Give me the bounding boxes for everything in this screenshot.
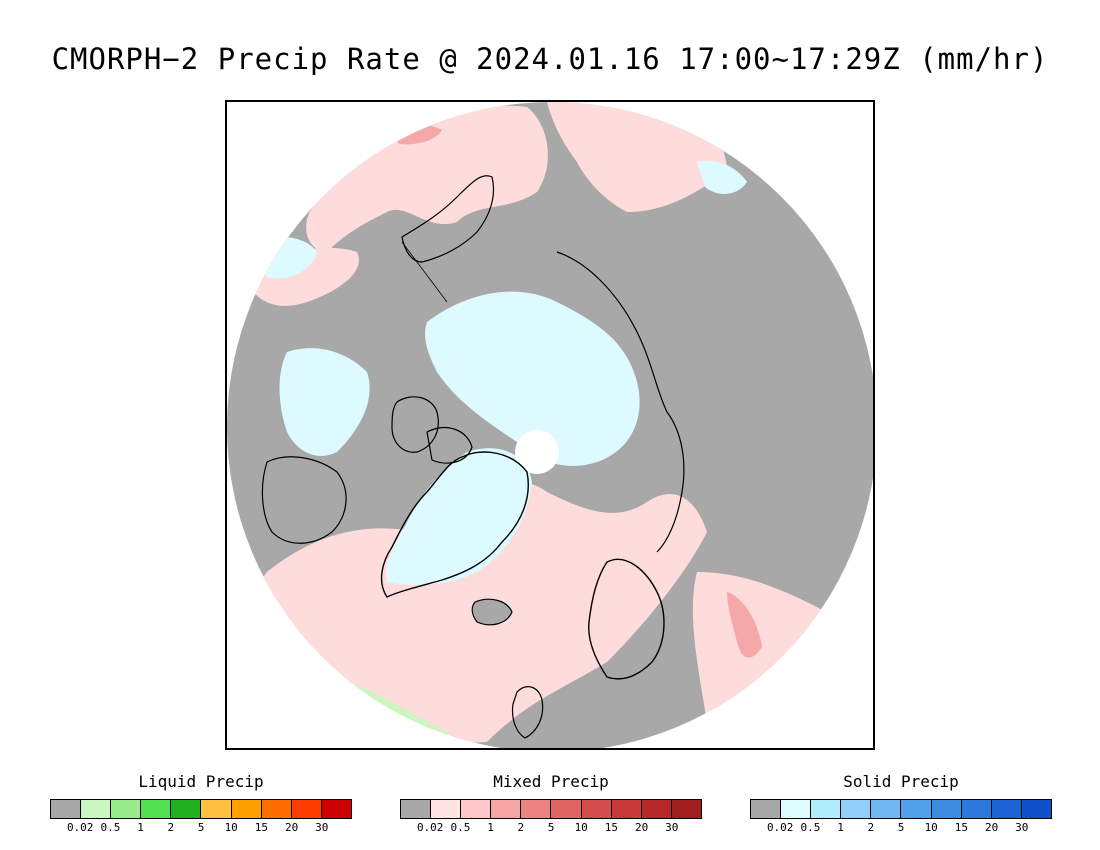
legend-color-bar: [50, 799, 352, 819]
solid-precip-arctic: [425, 291, 640, 466]
legend-swatch: [871, 800, 902, 818]
legend-swatch: [611, 800, 642, 818]
legend-swatch: [931, 800, 962, 818]
legend-title: Solid Precip: [843, 772, 959, 791]
legend-tick-label: 20: [284, 821, 299, 834]
arctic-archipelago-coast: [391, 396, 473, 464]
legend-swatch: [551, 800, 582, 818]
legend-tick-label: 15: [254, 821, 269, 834]
legend-tick-label: 1: [137, 821, 144, 834]
border-line: [401, 241, 448, 303]
solid-precip-ne: [697, 160, 747, 194]
liquid-precip-legend: Liquid Precip 0.02 0.5 1 2 5 10 15 20 30: [50, 772, 352, 835]
legend-swatch: [961, 800, 992, 818]
legend-tick-label: 0.5: [100, 821, 121, 834]
legend-swatch: [1021, 800, 1051, 818]
legend-swatch: [901, 800, 932, 818]
legend-ticks: 0.02 0.5 1 2 5 10 15 20 30: [400, 821, 702, 835]
legend-tick-label: 2: [867, 821, 875, 834]
legend-swatch: [291, 800, 322, 818]
legend-swatch: [521, 800, 552, 818]
legend-swatch: [51, 800, 82, 818]
legend-tick-label: 0.02: [766, 821, 794, 834]
legend-tick-label: 10: [574, 821, 588, 834]
legend-swatch: [641, 800, 672, 818]
alaska-coast: [401, 175, 495, 263]
legend-tick-label: 5: [197, 821, 205, 834]
mixed-precip-heavy-2: [727, 592, 762, 658]
legend-tick-label: 1: [487, 821, 494, 834]
mixed-precip-alaska: [547, 102, 727, 212]
legend-tick-label: 10: [924, 821, 938, 834]
legend-swatch: [111, 800, 142, 818]
legend-tick-label: 0.5: [450, 821, 471, 834]
legend-swatch: [231, 800, 262, 818]
legend-swatch: [321, 800, 351, 818]
pole-gap: [515, 430, 559, 474]
iceland-coast: [471, 598, 513, 626]
legend-swatch: [141, 800, 172, 818]
legend-swatch: [201, 800, 232, 818]
mixed-precip-legend: Mixed Precip 0.02 0.5 1 2 5 10 15 20 30: [400, 772, 702, 835]
legend-color-bar: [750, 799, 1052, 819]
legend-swatch: [751, 800, 782, 818]
legend-swatch: [991, 800, 1022, 818]
mixed-precip-pacific: [306, 105, 548, 252]
map-frame: [225, 100, 875, 750]
greenland-coast: [380, 451, 529, 598]
legend-ticks: 0.02 0.5 1 2 5 10 15 20 30: [50, 821, 352, 835]
legend-tick-label: 30: [1015, 821, 1029, 834]
solid-precip-greenland: [386, 448, 532, 585]
legend-title: Mixed Precip: [493, 772, 609, 791]
siberia-coast: [556, 251, 685, 553]
legend-swatch: [261, 800, 292, 818]
legend-tick-label: 30: [665, 821, 679, 834]
legend-swatch: [581, 800, 612, 818]
legend-swatch: [171, 800, 202, 818]
legend-tick-label: 1: [837, 821, 844, 834]
legend-tick-label: 15: [954, 821, 969, 834]
legend-tick-label: 5: [547, 821, 555, 834]
polar-precip-map: [227, 102, 873, 748]
legend-tick-label: 5: [897, 821, 905, 834]
legend-tick-label: 2: [517, 821, 525, 834]
britain-coast: [511, 686, 544, 739]
legend-tick-label: 10: [224, 821, 238, 834]
legend-tick-label: 2: [167, 821, 175, 834]
legend-tick-label: 0.02: [66, 821, 94, 834]
legend-swatch: [431, 800, 462, 818]
solid-precip-legend: Solid Precip 0.02 0.5 1 2 5 10 15 20 30: [750, 772, 1052, 835]
legend-tick-label: 20: [984, 821, 999, 834]
legend-swatch: [781, 800, 812, 818]
legend-ticks: 0.02 0.5 1 2 5 10 15 20 30: [750, 821, 1052, 835]
legend-title: Liquid Precip: [138, 772, 264, 791]
legend-color-bar: [400, 799, 702, 819]
legend-swatch: [461, 800, 492, 818]
scandinavia-coast: [588, 558, 665, 680]
legend-swatch: [811, 800, 842, 818]
legend-tick-label: 30: [315, 821, 329, 834]
legend-tick-label: 20: [634, 821, 649, 834]
solid-precip-canada: [279, 348, 370, 456]
map-title: CMORPH−2 Precip Rate @ 2024.01.16 17:00~…: [51, 42, 1049, 76]
legend-swatch: [401, 800, 432, 818]
legend-swatch: [841, 800, 872, 818]
legend-tick-label: 0.02: [416, 821, 444, 834]
legend-swatch: [491, 800, 522, 818]
legend-tick-label: 15: [604, 821, 619, 834]
hudson-coast: [261, 456, 347, 544]
legend-swatch: [81, 800, 112, 818]
legend-swatch: [671, 800, 701, 818]
map-disk: [227, 102, 873, 748]
legend-tick-label: 0.5: [800, 821, 821, 834]
